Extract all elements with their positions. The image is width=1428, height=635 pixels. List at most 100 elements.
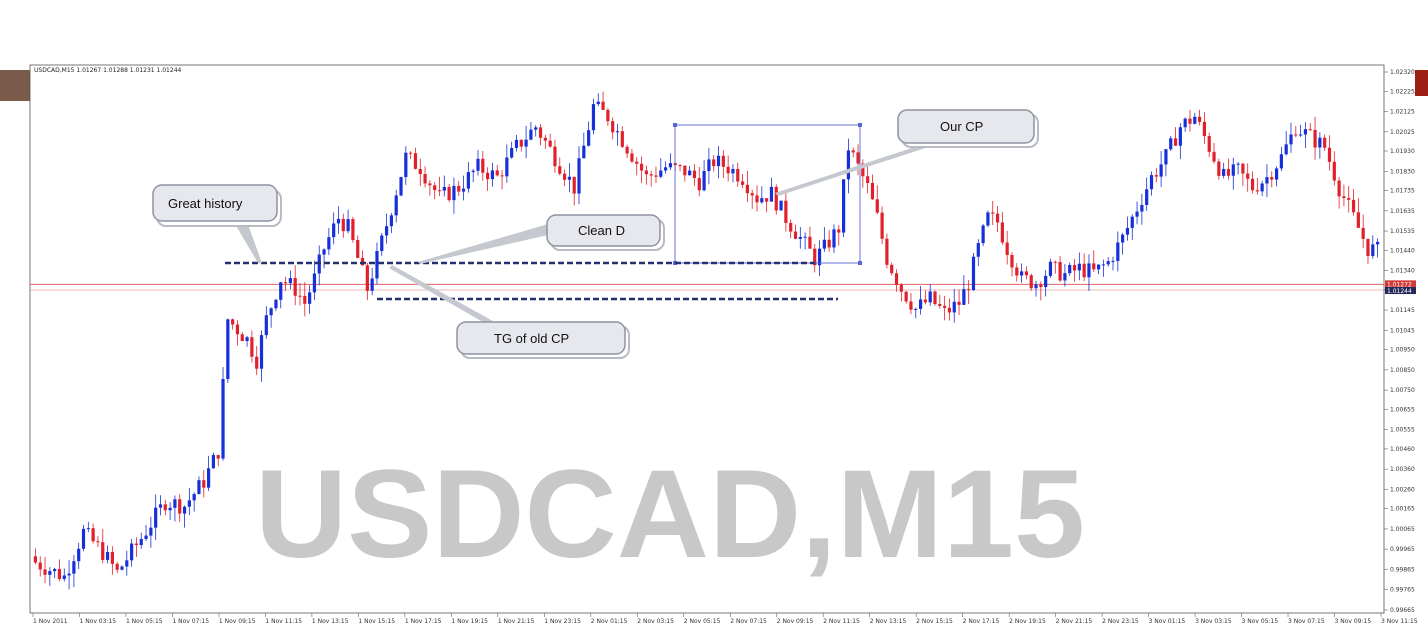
candle-body [716,155,721,167]
chart-header: USDCAD,M15 1.01267 1.01288 1.01231 1.012… [34,67,182,74]
candle-body [962,289,966,305]
candle-body [1140,204,1144,212]
candle-body [1116,242,1120,261]
candle-body [808,236,812,249]
callout-great-history-label: Great history [168,196,243,211]
candle-body [53,568,57,572]
candle-body [577,158,581,194]
candle-body [389,215,393,227]
candle-body [1294,134,1298,136]
candle-body [894,273,899,285]
price-tick-label: 1.02125 [1390,109,1415,116]
candle-body [1332,161,1336,181]
candle-body [413,153,418,169]
candle-body [1265,177,1269,184]
candle-body [322,249,326,255]
candle-body [384,226,389,236]
candle-body [856,152,860,164]
candle-body [909,301,913,310]
candle-body [572,176,576,194]
candle-body [1246,173,1250,179]
callout-our-cp[interactable]: Our CP [897,109,1039,148]
candle-body [264,315,268,336]
time-tick-label: 2 Nov 21:15 [1056,618,1093,625]
candle-body [1044,275,1048,288]
candle-body [442,186,446,191]
candle-body [332,223,336,238]
candle-body [938,303,942,306]
time-tick-label: 2 Nov 07:15 [730,618,767,625]
candle-body [596,101,600,105]
candle-body [890,264,894,274]
candle-body [125,560,129,567]
candle-body [721,155,725,167]
candle-body [793,231,798,239]
candle-body [1250,178,1255,191]
price-tick-label: 1.01735 [1390,188,1415,195]
callout-great-history[interactable]: Great history [152,184,282,227]
candle-body [967,289,971,291]
candle-body [1366,238,1370,257]
candle-body [875,199,879,213]
candle-body [760,198,764,203]
candle-body [1318,137,1322,148]
candle-body [514,139,519,148]
candle-body [914,308,918,310]
candle-body [1058,261,1062,281]
price-tick-label: 1.00460 [1390,446,1415,453]
candle-body [538,127,543,138]
candle-body [591,104,596,131]
time-tick-label: 3 Nov 11:15 [1381,618,1418,625]
candle-body [611,121,615,133]
time-tick-label: 3 Nov 01:15 [1149,618,1186,625]
candle-body [163,504,167,511]
price-tick-label: 1.00950 [1390,347,1415,354]
candle-body [303,295,307,304]
candle-body [490,170,495,180]
candle-body [226,319,230,380]
candle-body [134,543,139,546]
candle-body [437,190,442,192]
candle-body [1308,129,1312,131]
candle-body [567,176,571,180]
candle-body [139,538,143,546]
candle-body [1337,180,1341,197]
callout-clean-d-label: Clean D [578,223,625,238]
candle-body [1159,164,1163,177]
time-tick-label: 2 Nov 05:15 [684,618,721,625]
candle-body [918,299,923,309]
callout-clean-d[interactable]: Clean D [546,214,665,251]
candle-body [1024,271,1029,276]
candle-body [712,159,716,167]
candle-body [457,185,461,192]
candle-body [1010,254,1014,268]
candle-body [341,218,345,232]
candle-body [707,159,711,172]
candle-body [582,145,586,159]
candle-body [187,500,191,507]
candle-body [57,568,62,580]
candle-body [255,356,259,369]
price-tick-label: 1.02320 [1390,69,1415,76]
callout-tg-old-cp[interactable]: TG of old CP [456,321,630,359]
candle-body [866,176,870,183]
candle-body [182,506,187,514]
time-tick-label: 2 Nov 13:15 [870,618,907,625]
time-tick-label: 2 Nov 19:15 [1009,618,1046,625]
candle-body [399,177,403,196]
candles [33,91,1380,590]
price-tick-label: 1.01635 [1390,208,1415,215]
candle-body [1347,198,1351,200]
candle-body [779,200,783,211]
candle-body [356,240,360,258]
price-tick-label: 1.01045 [1390,327,1415,334]
candle-body [1274,168,1279,180]
candle-body [562,173,567,180]
time-tick-label: 3 Nov 09:15 [1335,618,1372,625]
candle-body [1000,222,1004,243]
candle-body [1154,175,1158,177]
candle-body [466,172,470,189]
candle-body [1323,137,1327,148]
